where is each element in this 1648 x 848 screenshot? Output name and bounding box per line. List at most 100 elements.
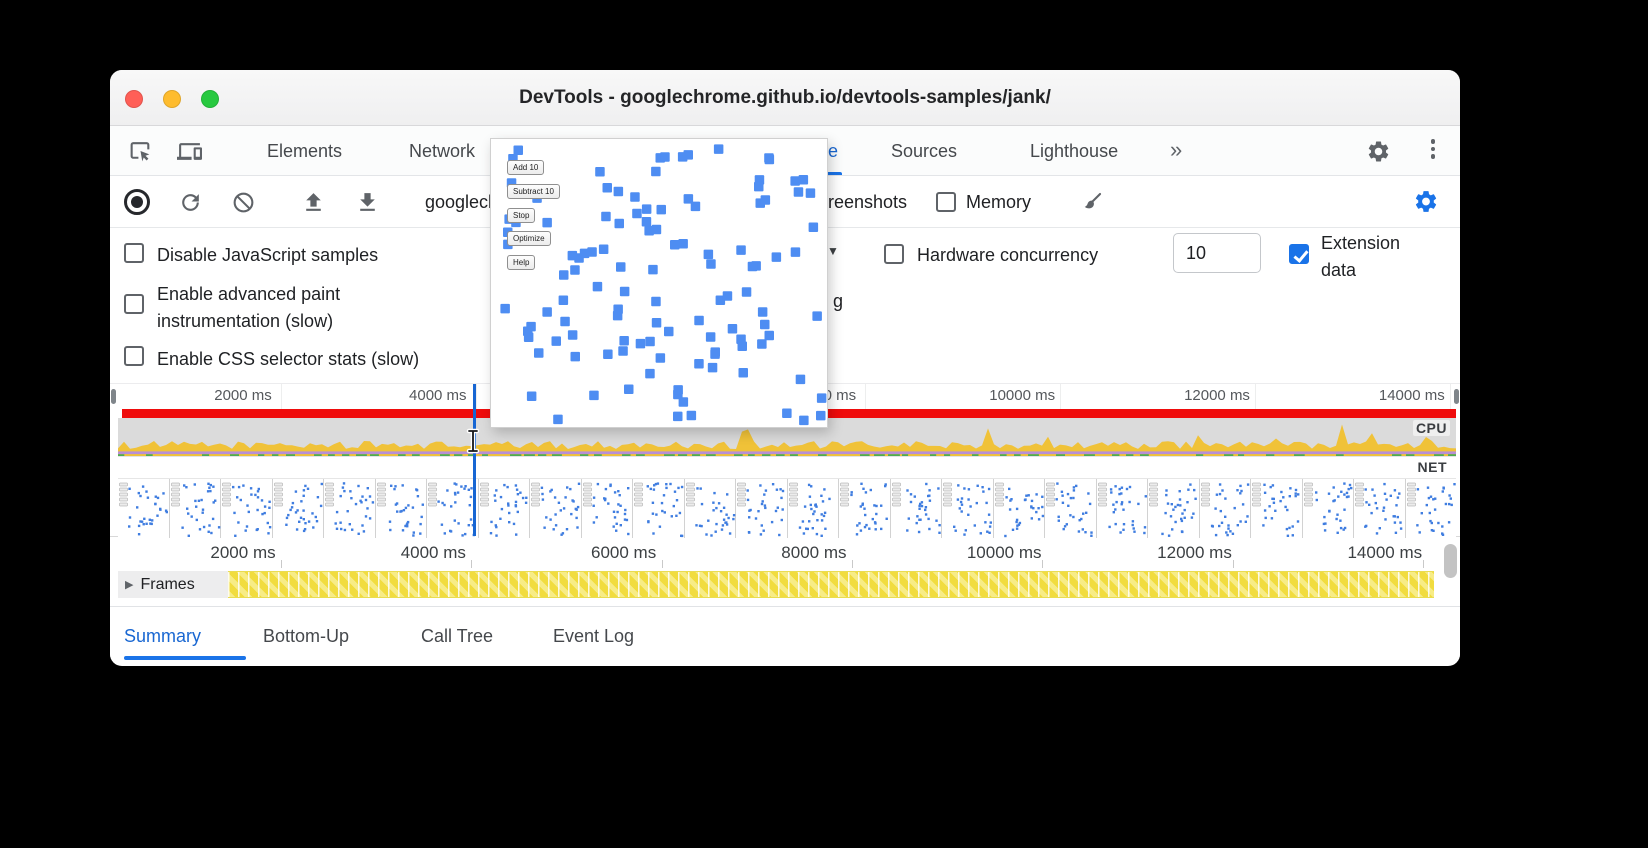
frames-track-label: Frames (140, 575, 195, 593)
time-label: 2000 ms (210, 543, 276, 562)
detail-time-ruler: 2000 ms 4000 ms 6000 ms 8000 ms 10000 ms 1200… (110, 538, 1460, 568)
devtools-window: DevTools - googlechrome.github.io/devtoo… (110, 70, 1460, 666)
zoom-window-button[interactable] (201, 90, 219, 108)
filmstrip-frame[interactable] (633, 479, 685, 538)
close-window-button[interactable] (125, 90, 143, 108)
time-label: 2000 ms (214, 387, 272, 404)
extension-data-label[interactable]: Extension data (1321, 233, 1401, 280)
text-cursor-icon (466, 428, 480, 454)
page-button-subtract-10[interactable]: Subtract 10 (507, 183, 560, 199)
time-label: 10000 ms (989, 387, 1056, 404)
inspect-element-icon[interactable] (127, 138, 153, 164)
filmstrip-frame[interactable] (1199, 479, 1251, 538)
filmstrip-frame[interactable] (942, 479, 994, 538)
analysis-tab-bar: Summary Bottom-Up Call Tree Event Log (110, 607, 1460, 665)
filmstrip-frame[interactable] (993, 479, 1045, 538)
tab-lighthouse[interactable]: Lighthouse (1030, 140, 1119, 161)
filmstrip-frame[interactable] (530, 479, 582, 538)
hardware-concurrency-input[interactable] (1173, 233, 1261, 273)
filmstrip-frame[interactable] (787, 479, 839, 538)
filmstrip-frame[interactable] (581, 479, 633, 538)
frames-track-bar[interactable] (228, 571, 1434, 598)
time-label: 4000 ms (400, 543, 466, 562)
css-selector-stats-checkbox[interactable] (124, 346, 144, 366)
filmstrip-frame[interactable] (1096, 479, 1148, 538)
time-label: 12000 ms (1157, 543, 1232, 562)
time-label: 8000 ms (781, 543, 847, 562)
net-strip-label: NET (1414, 459, 1450, 475)
disable-js-samples-checkbox[interactable] (124, 243, 144, 263)
clear-recording-icon[interactable] (230, 189, 256, 215)
overview-left-handle[interactable] (111, 389, 116, 404)
frames-track: ▶ Frames (110, 571, 1460, 598)
device-toolbar-icon[interactable] (176, 138, 202, 164)
tab-sources[interactable]: Sources (891, 140, 958, 161)
extension-data-checkbox[interactable] (1289, 244, 1309, 264)
filmstrip-frame[interactable] (684, 479, 736, 538)
filmstrip[interactable] (118, 478, 1456, 538)
page-button-add-10[interactable]: Add 10 (507, 160, 545, 175)
page-button-stop[interactable]: Stop (507, 207, 536, 223)
css-selector-stats-label[interactable]: Enable CSS selector stats (slow) (157, 349, 420, 369)
filmstrip-frame[interactable] (1148, 479, 1200, 538)
time-label: 4000 ms (409, 387, 467, 404)
tab-summary[interactable]: Summary (124, 615, 247, 660)
record-button[interactable] (124, 189, 150, 215)
filmstrip-frame[interactable] (118, 479, 170, 538)
filmstrip-frame[interactable] (736, 479, 788, 538)
cpu-strip-label: CPU (1412, 420, 1450, 436)
filmstrip-frame[interactable] (1354, 479, 1406, 538)
disclosure-triangle-icon: ▶ (125, 579, 134, 591)
filmstrip-frame[interactable] (1405, 479, 1456, 538)
minimize-window-button[interactable] (163, 90, 181, 108)
cpu-throttling-dropdown-arrow[interactable]: ▼ (827, 244, 839, 258)
filmstrip-frame[interactable] (324, 479, 376, 538)
playhead-line[interactable] (473, 384, 476, 536)
reload-and-record-icon[interactable] (177, 189, 203, 215)
filmstrip-frame[interactable] (839, 479, 891, 538)
settings-gear-icon[interactable] (1365, 138, 1391, 164)
hardware-concurrency-label[interactable]: Hardware concurrency (917, 245, 1099, 265)
tab-event-log[interactable]: Event Log (553, 625, 635, 646)
filmstrip-frame[interactable] (427, 479, 479, 538)
more-tabs-button[interactable]: » (1170, 137, 1183, 162)
page-button-help[interactable]: Help (507, 255, 536, 271)
collect-garbage-icon[interactable] (1078, 189, 1104, 215)
preview-page-dots (500, 144, 827, 426)
load-profile-icon[interactable] (300, 189, 326, 215)
save-profile-icon[interactable] (354, 189, 380, 215)
kebab-menu-icon[interactable] (1429, 139, 1437, 163)
memory-label[interactable]: Memory (966, 192, 1032, 212)
filmstrip-frame[interactable] (1302, 479, 1354, 538)
time-label: 10000 ms (966, 543, 1042, 562)
filmstrip-frame[interactable] (1251, 479, 1303, 538)
advanced-paint-checkbox[interactable] (124, 294, 144, 314)
filmstrip-frame[interactable] (1045, 479, 1097, 538)
overview-right-handle[interactable] (1454, 389, 1459, 404)
tab-network[interactable]: Network (409, 140, 476, 161)
window-title: DevTools - googlechrome.github.io/devtoo… (519, 87, 1051, 108)
filmstrip-frame[interactable] (890, 479, 942, 538)
time-label: 14000 ms (1378, 387, 1445, 404)
disable-js-samples-label[interactable]: Disable JavaScript samples (157, 245, 379, 265)
filmstrip-frame[interactable] (272, 479, 324, 538)
time-label: 6000 ms (590, 543, 657, 562)
page-button-optimize[interactable]: Optimize (507, 231, 551, 247)
tab-bottom-up[interactable]: Bottom-Up (263, 625, 350, 646)
filmstrip-frame[interactable] (375, 479, 427, 538)
advanced-paint-label[interactable]: Enable advanced paint instrumentation (s… (157, 284, 341, 331)
net-overview-strip: NET (118, 456, 1456, 478)
filmstrip-frame[interactable] (169, 479, 221, 538)
hardware-concurrency-checkbox[interactable] (884, 244, 904, 264)
tab-elements[interactable]: Elements (267, 140, 343, 161)
tab-call-tree[interactable]: Call Tree (421, 625, 494, 646)
vertical-scrollbar-thumb[interactable] (1444, 544, 1457, 578)
memory-checkbox[interactable] (936, 192, 956, 212)
capture-settings-gear-icon[interactable] (1413, 188, 1439, 214)
network-throttling-dropdown-tail[interactable]: g (833, 291, 844, 311)
time-label: 14000 ms (1347, 543, 1423, 562)
filmstrip-frame[interactable] (221, 479, 273, 538)
frames-track-header[interactable]: ▶ Frames (118, 571, 228, 598)
filmstrip-frame[interactable] (478, 479, 530, 538)
screenshots-label[interactable]: Screenshots (807, 192, 908, 212)
